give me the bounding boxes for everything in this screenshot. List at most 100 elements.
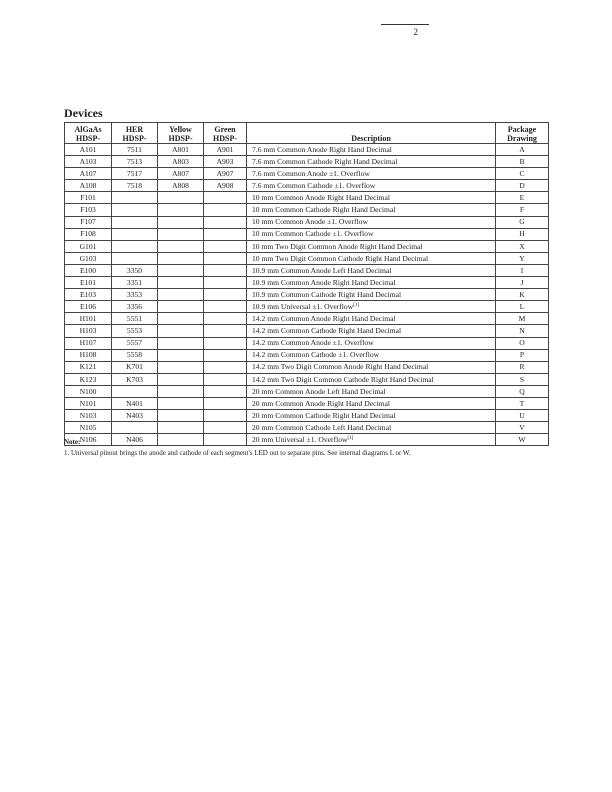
column-header-line: AlGaAs	[74, 125, 102, 135]
cell-green	[203, 421, 247, 435]
cell-text: H108	[79, 350, 97, 360]
cell-text: F107	[80, 217, 96, 227]
cell-text: K123	[79, 374, 97, 384]
cell-text: 14.2 mm Two Digit Common Cathode Right H…	[252, 374, 434, 384]
cell-text: F108	[80, 229, 96, 239]
cell-her: 3350	[111, 263, 158, 278]
column-header-line: Package	[507, 125, 537, 135]
table-body: A101 7511 A801 A901 7.6 mm Common Anode Righ…	[64, 142, 549, 447]
cell-pkg: Y	[495, 251, 549, 265]
cell-text: N406	[126, 435, 143, 444]
table-row: N103 N403 20 mm Common Cathode Right Hand …	[64, 409, 549, 423]
column-header: HER HDSP-	[111, 122, 158, 144]
cell-algaas: A101	[64, 142, 112, 157]
cell-text: N101	[79, 398, 97, 408]
cell-yellow	[157, 348, 204, 362]
cell-her	[111, 251, 158, 265]
cell-green	[203, 348, 247, 362]
cell-text: 20 mm Common Anode Left Hand Decimal	[252, 386, 386, 396]
cell-text: 3356	[126, 301, 143, 311]
cell-her: 7517	[111, 167, 158, 181]
cell-text: 10 mm Common Anode ±1. Overflow	[252, 217, 368, 227]
cell-green	[203, 215, 247, 229]
cell-her: 7511	[111, 142, 158, 157]
cell-algaas: A103	[64, 155, 112, 169]
cell-green	[203, 263, 247, 278]
cell-desc: 14.2 mm Two Digit Common Anode Right Han…	[246, 360, 496, 374]
cell-text: 3350	[126, 265, 143, 275]
cell-her	[111, 215, 158, 229]
cell-algaas: N103	[64, 409, 112, 423]
cell-her: 5557	[111, 336, 158, 350]
cell-text: O	[519, 338, 525, 348]
table-row: E101 3351 10.9 mm Common Anode Right Hand …	[64, 276, 549, 290]
cell-pkg: J	[495, 276, 549, 290]
cell-text: E	[519, 193, 525, 203]
cell-her: N401	[111, 396, 158, 411]
cell-green	[203, 312, 247, 326]
cell-her: N403	[111, 409, 158, 423]
page-number: 2	[413, 27, 419, 37]
cell-green	[203, 324, 247, 338]
column-header-line: Yellow	[169, 125, 192, 135]
cell-green: A908	[203, 179, 247, 193]
cell-text: 3353	[126, 289, 143, 299]
cell-desc: 10 mm Common Cathode Right Hand Decimal	[246, 203, 496, 217]
table-row: N101 N401 20 mm Common Anode Right Hand De…	[64, 396, 549, 411]
column-header-line: Drawing	[507, 133, 537, 143]
cell-desc: 10 mm Common Anode ±1. Overflow	[246, 215, 496, 229]
cell-desc: 10 mm Common Cathode ±1. Overflow	[246, 227, 496, 241]
cell-desc: 14.2 mm Two Digit Common Cathode Right H…	[246, 372, 496, 386]
cell-text: H	[519, 229, 525, 239]
cell-text: 5551	[126, 314, 143, 324]
cell-text: E106	[79, 301, 97, 311]
table-row: N105 20 mm Common Cathode Left Hand Decim…	[64, 421, 549, 435]
cell-green	[203, 191, 247, 205]
table-row: A103 7513 A803 A903 7.6 mm Common Cathode Ri…	[64, 155, 549, 169]
cell-pkg: L	[495, 300, 549, 314]
cell-green	[203, 251, 247, 265]
column-header: Yellow HDSP-	[157, 122, 204, 144]
cell-text: P	[519, 350, 525, 360]
table-row: G101 10 mm Two Digit Common Anode Right H…	[64, 239, 549, 253]
cell-desc: 14.2 mm Common Cathode ±1. Overflow	[246, 348, 496, 362]
cell-text: A908	[216, 181, 234, 191]
column-header-line: HER	[125, 125, 144, 135]
cell-yellow	[157, 396, 204, 411]
cell-desc: 10 mm Two Digit Common Cathode Right Han…	[246, 251, 496, 265]
cell-desc: 20 mm Common Anode Left Hand Decimal	[246, 384, 496, 398]
cell-green	[203, 372, 247, 386]
cell-her: 5551	[111, 312, 158, 326]
cell-yellow	[157, 409, 204, 423]
cell-text: 20 mm Universal ±1. Overflow	[252, 435, 348, 444]
cell-yellow	[157, 203, 204, 217]
cell-pkg: P	[495, 348, 549, 362]
cell-yellow	[157, 324, 204, 338]
cell-text: 20 mm Common Cathode Right Hand Decimal	[252, 410, 396, 420]
column-header-line: HDSP-	[122, 133, 147, 143]
cell-text: 5557	[126, 338, 143, 348]
cell-green	[203, 336, 247, 350]
column-header: Package Drawing	[495, 122, 549, 144]
table-row: E103 3353 10.9 mm Common Cathode Right Han…	[64, 288, 549, 302]
cell-algaas: N105	[64, 421, 112, 435]
cell-pkg: A	[495, 142, 549, 157]
cell-yellow: A807	[157, 167, 204, 181]
note-label: Note:	[64, 438, 81, 446]
cell-green	[203, 409, 247, 423]
footnote-reference: [1]	[347, 436, 354, 441]
cell-text: G103	[79, 253, 97, 263]
cell-text: A803	[172, 156, 189, 166]
cell-pkg: N	[495, 324, 549, 338]
cell-text: 10.9 mm Common Anode Left Hand Decimal	[252, 265, 392, 275]
cell-her: 7513	[111, 155, 158, 169]
cell-text: S	[519, 374, 525, 384]
cell-pkg: H	[495, 227, 549, 241]
cell-yellow	[157, 300, 204, 314]
cell-algaas: E100	[64, 263, 112, 278]
cell-text: H103	[79, 326, 97, 336]
cell-pkg: V	[495, 421, 549, 435]
cell-desc: 10.9 mm Universal ±1. Overflow[1]	[246, 300, 496, 314]
cell-desc: 7.6 mm Common Anode Right Hand Decimal	[246, 142, 496, 157]
cell-algaas: E101	[64, 276, 112, 290]
